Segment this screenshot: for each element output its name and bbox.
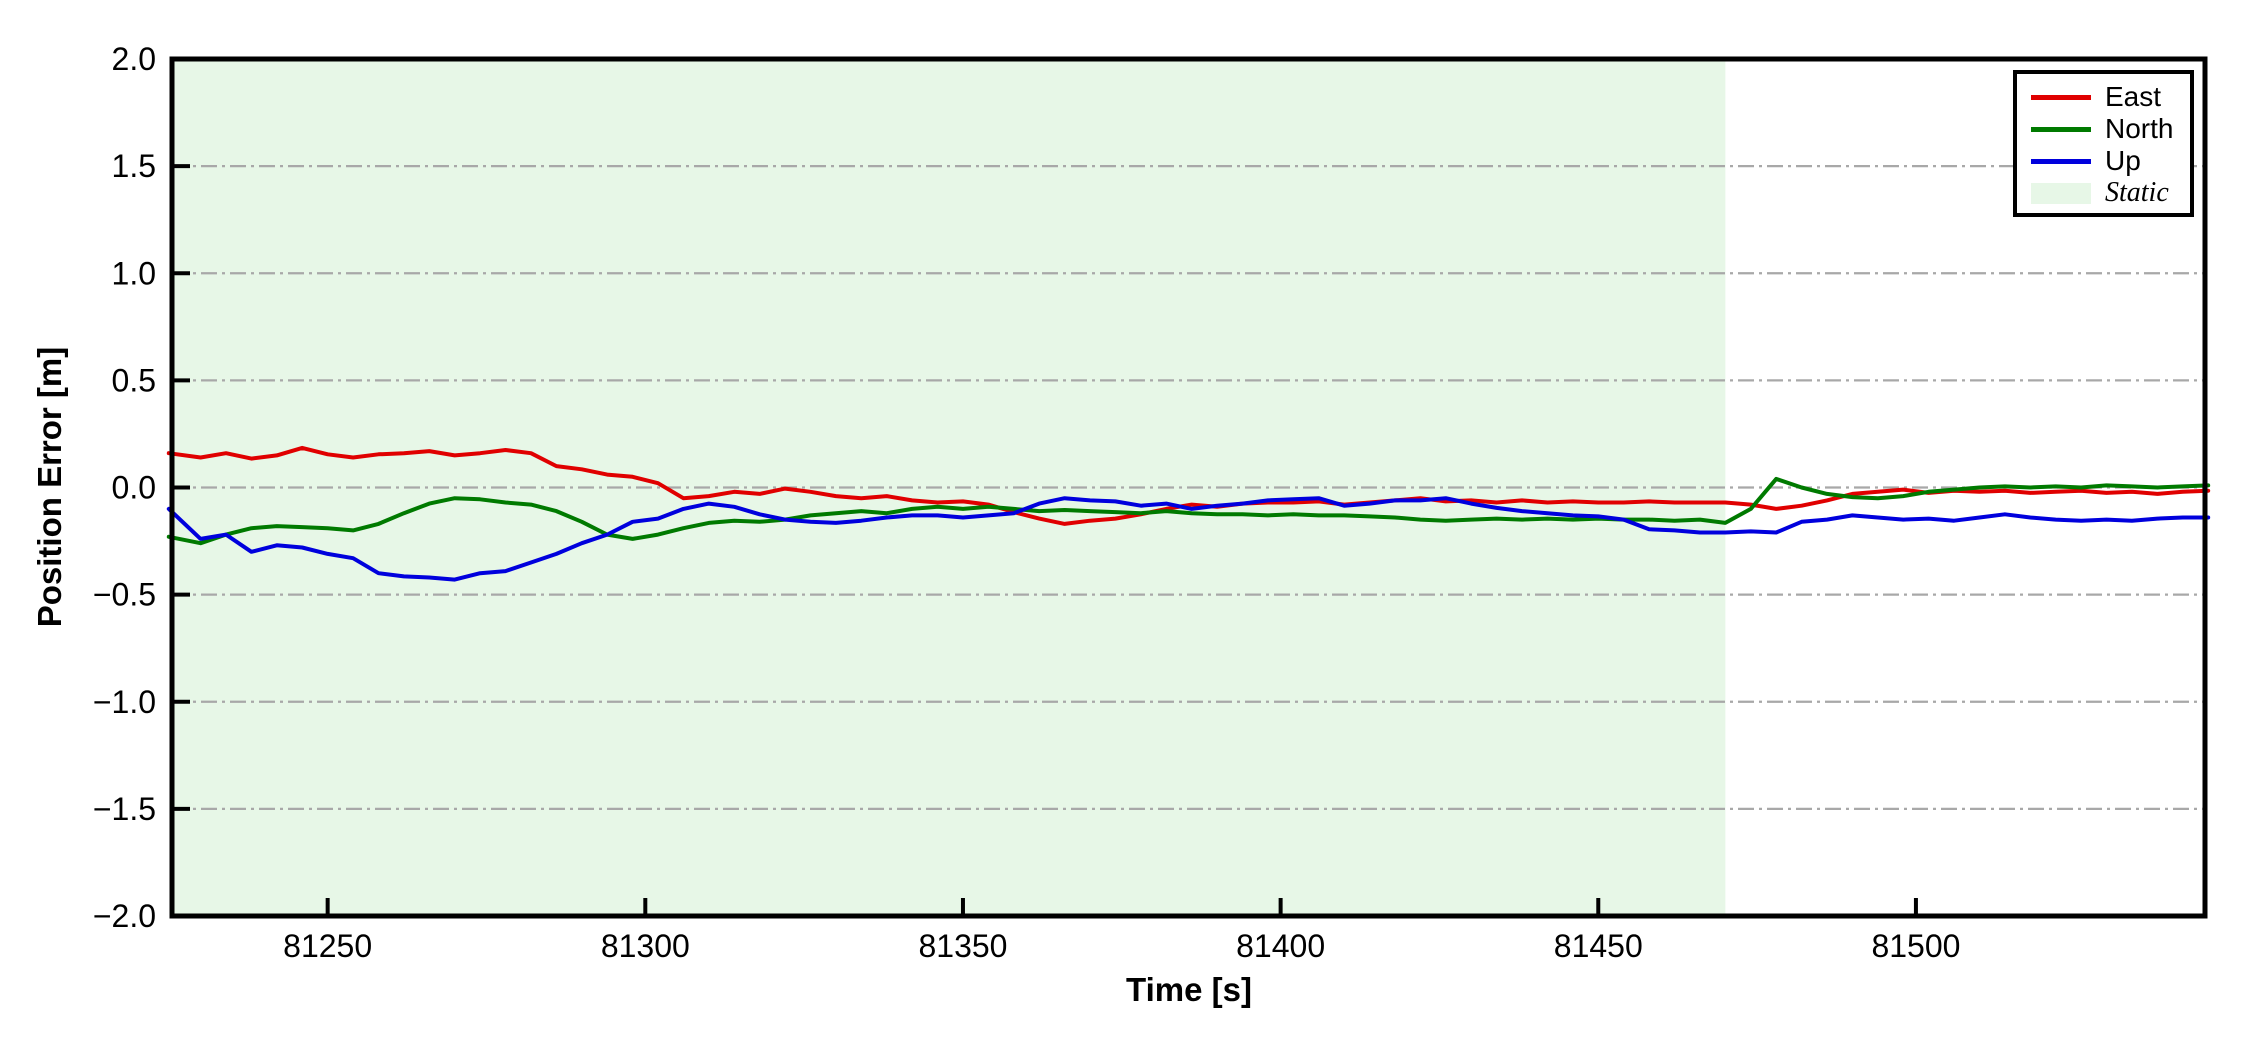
north-line-swatch <box>2031 126 2091 132</box>
legend-label-north: North <box>2105 113 2174 144</box>
legend-entry-east: East <box>2031 81 2190 113</box>
y-tick-label: −1.0 <box>93 684 156 720</box>
north-line <box>166 476 2211 546</box>
x-tick-label: 81400 <box>1236 928 1325 964</box>
y-tick-label: 1.0 <box>112 255 156 291</box>
legend-label-static: Static <box>2105 177 2169 208</box>
x-tick-label: 81250 <box>283 928 372 964</box>
axis-ticks <box>174 57 1918 918</box>
y-tick-label: −0.5 <box>93 577 156 613</box>
up-line <box>166 496 2211 582</box>
x-tick-label: 81300 <box>601 928 690 964</box>
x-axis-title: Time [s] <box>1126 971 1252 1008</box>
legend-entry-north: North <box>2031 113 2190 145</box>
y-tick-label: 0.0 <box>112 470 156 506</box>
series-lines <box>166 445 2211 582</box>
y-tick-label: 0.5 <box>112 362 156 398</box>
x-tick-label: 81450 <box>1554 928 1643 964</box>
static-patch-swatch <box>2031 182 2091 204</box>
legend: East North Up Static <box>2013 70 2194 217</box>
y-axis-title: Position Error [m] <box>31 346 68 628</box>
y-tick-label: −1.5 <box>93 791 156 827</box>
x-tick-label: 81350 <box>918 928 1007 964</box>
y-tick-label: 2.0 <box>112 41 156 77</box>
east-line-swatch <box>2031 94 2091 100</box>
legend-label-up: Up <box>2105 145 2141 176</box>
y-tick-label: 1.5 <box>112 148 156 184</box>
legend-entry-up: Up <box>2031 145 2190 177</box>
legend-label-east: East <box>2105 81 2162 112</box>
y-tick-label: −2.0 <box>93 898 156 934</box>
up-line-swatch <box>2031 158 2091 164</box>
gridlines <box>172 165 2205 810</box>
east-line <box>166 445 2211 526</box>
legend-entry-static: Static <box>2031 177 2190 209</box>
plot-frame <box>169 56 2208 919</box>
x-tick-label: 81500 <box>1871 928 1960 964</box>
tick-labels: 81250 81300 81350 81400 81450 81500 2.0 1.5 1.0 0… <box>93 41 1961 964</box>
